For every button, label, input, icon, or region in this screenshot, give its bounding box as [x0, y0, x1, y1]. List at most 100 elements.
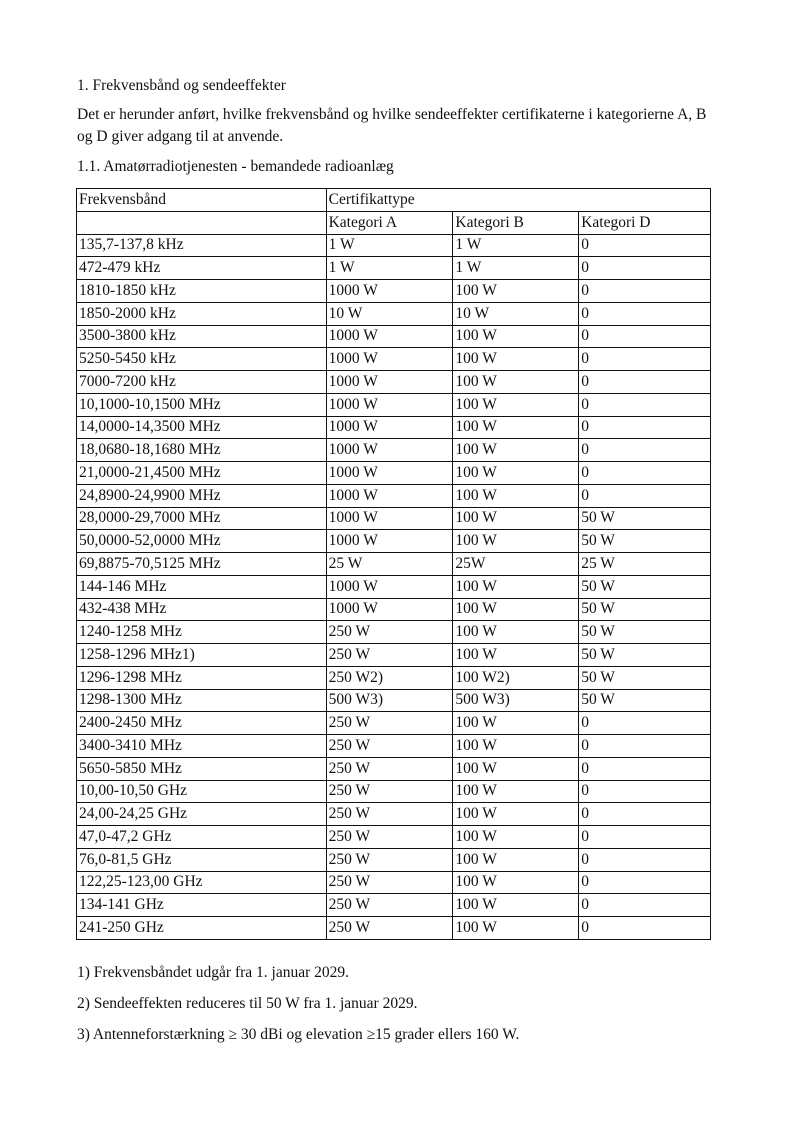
cell-category-d: 0: [578, 734, 711, 758]
cell-category-d: 50 W: [578, 529, 711, 553]
cell-frequency-band: 76,0-81,5 GHz: [76, 847, 327, 872]
cell-category-a: 250 W: [325, 734, 454, 758]
cell-category-b: 100 W: [452, 279, 580, 303]
cell-category-b: 100 W: [452, 324, 580, 349]
table-row: 1296-1298 MHz 250 W2) 100 W2) 50 W: [76, 665, 711, 690]
cell-category-b: 100 W: [452, 597, 580, 622]
cell-category-d: 50 W: [578, 665, 711, 690]
cell-category-d: 0: [578, 324, 711, 349]
cell-category-b: 100 W: [452, 438, 580, 462]
cell-category-d: 0: [578, 779, 711, 804]
cell-category-d: 0: [578, 233, 711, 258]
cell-category-d: 0: [578, 392, 711, 417]
footnote-1: 1) Frekvensbåndet udgår fra 1. januar 20…: [77, 964, 350, 981]
cell-category-a: 250 W2): [325, 665, 454, 690]
cell-frequency-band: 10,00-10,50 GHz: [76, 779, 327, 804]
cell-category-a: 1000 W: [325, 461, 454, 485]
cell-category-b: 100 W: [452, 847, 580, 872]
cell-category-a: 250 W: [325, 711, 454, 735]
cell-category-a: 1000 W: [325, 506, 454, 531]
cell-category-d: 0: [578, 256, 711, 280]
cell-frequency-band: 1810-1850 kHz: [76, 279, 327, 303]
footnote-3: 3) Antenneforstærkning ≥ 30 dBi og eleva…: [77, 1026, 520, 1043]
cell-category-a: 1000 W: [325, 438, 454, 462]
cell-frequency-band: 3400-3410 MHz: [76, 734, 327, 758]
cell-category-a: 250 W: [325, 847, 454, 872]
cell-frequency-band: 10,1000-10,1500 MHz: [76, 392, 327, 417]
cell-category-b: 100 W: [452, 916, 580, 940]
cell-category-b: 100 W: [452, 870, 580, 895]
cell-frequency-band: 241-250 GHz: [76, 916, 327, 940]
cell-category-a: 1000 W: [325, 483, 454, 508]
cell-category-d: 0: [578, 825, 711, 849]
cell-frequency-band: 7000-7200 kHz: [76, 370, 327, 394]
cell-category-b: 100 W: [452, 802, 580, 826]
cell-category-a: 1000 W: [325, 347, 454, 371]
cell-category-b: 100 W: [452, 370, 580, 394]
table-row: 144-146 MHz 1000 W 100 W 50 W: [76, 574, 711, 599]
cell-category-d: 50 W: [578, 506, 711, 531]
cell-frequency-band: 432-438 MHz: [76, 597, 327, 622]
cell-category-a: 1000 W: [325, 574, 454, 599]
table-row: 1240-1258 MHz 250 W 100 W 50 W: [76, 620, 711, 644]
header-category-d: Kategori D: [578, 210, 711, 235]
cell-category-b: 100 W2): [452, 665, 580, 690]
table-row: 69,8875-70,5125 MHz 25 W 25W 25 W: [76, 552, 711, 576]
cell-frequency-band: 47,0-47,2 GHz: [76, 825, 327, 849]
cell-category-b: 100 W: [452, 711, 580, 735]
cell-category-a: 1 W: [325, 256, 454, 280]
header-frequency-band: Frekvensbånd: [76, 188, 327, 212]
cell-category-a: 250 W: [325, 893, 454, 917]
cell-frequency-band: 2400-2450 MHz: [76, 711, 327, 735]
cell-category-b: 100 W: [452, 620, 580, 644]
header-empty: [76, 210, 327, 235]
cell-category-b: 500 W3): [452, 688, 580, 713]
cell-category-b: 10 W: [452, 301, 580, 326]
cell-category-b: 100 W: [452, 483, 580, 508]
cell-frequency-band: 1298-1300 MHz: [76, 688, 327, 713]
cell-category-d: 0: [578, 802, 711, 826]
cell-frequency-band: 122,25-123,00 GHz: [76, 870, 327, 895]
cell-frequency-band: 1850-2000 kHz: [76, 301, 327, 326]
cell-category-a: 1000 W: [325, 392, 454, 417]
cell-category-d: 0: [578, 279, 711, 303]
cell-frequency-band: 28,0000-29,7000 MHz: [76, 506, 327, 531]
cell-category-a: 1000 W: [325, 415, 454, 440]
intro-paragraph: Det er herunder anført, hvilke frekvensb…: [77, 106, 707, 145]
cell-category-b: 100 W: [452, 461, 580, 485]
cell-category-a: 1000 W: [325, 597, 454, 622]
cell-category-a: 250 W: [325, 916, 454, 940]
cell-frequency-band: 135,7-137,8 kHz: [76, 233, 327, 258]
cell-category-b: 100 W: [452, 574, 580, 599]
cell-category-a: 1000 W: [325, 529, 454, 553]
cell-category-d: 0: [578, 370, 711, 394]
cell-frequency-band: 5250-5450 kHz: [76, 347, 327, 371]
cell-category-b: 100 W: [452, 506, 580, 531]
cell-category-a: 1000 W: [325, 279, 454, 303]
cell-category-b: 100 W: [452, 392, 580, 417]
table-subheader-row: Kategori A Kategori B Kategori D: [76, 210, 711, 235]
cell-category-d: 0: [578, 893, 711, 917]
cell-frequency-band: 24,8900-24,9900 MHz: [76, 483, 327, 508]
cell-frequency-band: 1240-1258 MHz: [76, 620, 327, 644]
cell-category-a: 250 W: [325, 756, 454, 781]
cell-category-d: 0: [578, 870, 711, 895]
cell-category-d: 0: [578, 756, 711, 781]
cell-category-a: 25 W: [325, 552, 454, 576]
header-category-a: Kategori A: [325, 210, 454, 235]
cell-category-a: 250 W: [325, 643, 454, 667]
cell-category-d: 50 W: [578, 597, 711, 622]
section-heading: 1. Frekvensbånd og sendeeffekter: [77, 77, 286, 94]
cell-category-d: 0: [578, 847, 711, 872]
